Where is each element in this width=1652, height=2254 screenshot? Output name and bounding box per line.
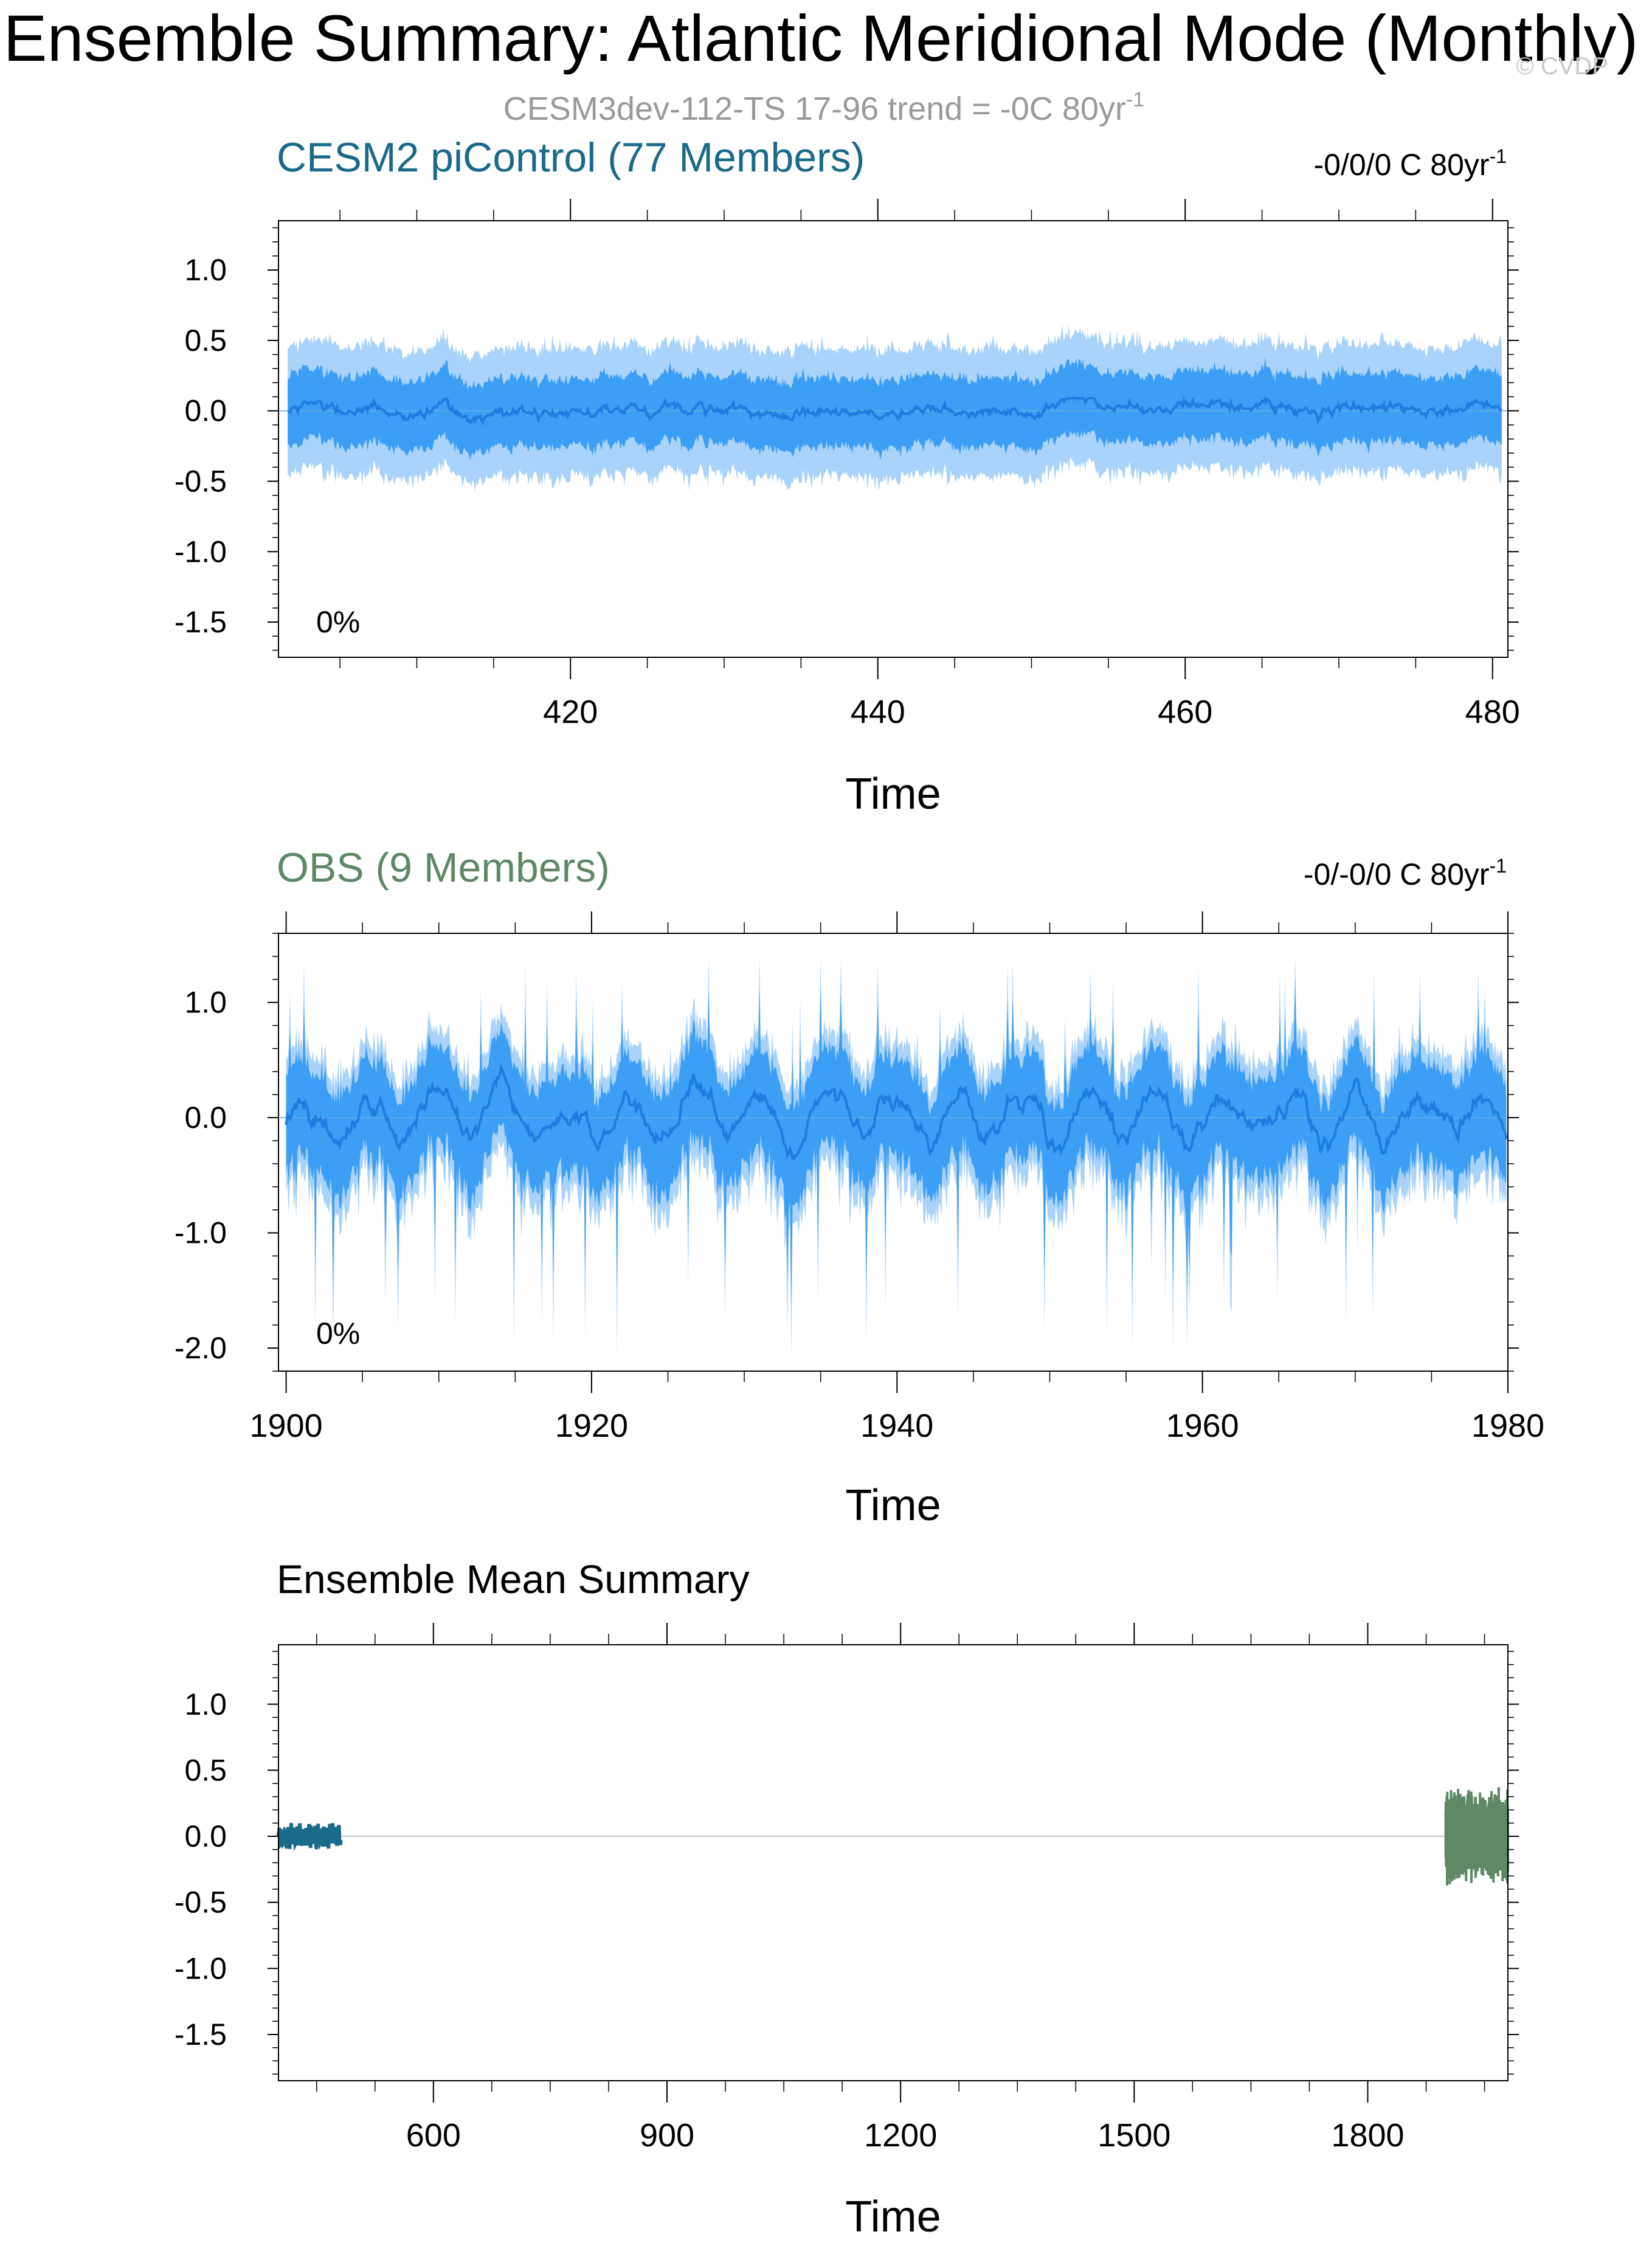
panel-obs-xtick-label: 1940: [860, 1408, 933, 1444]
panel-obs: OBS (9 Members) -0/-0/0 C 80yr-1 1.0 0.0 -…: [175, 845, 1544, 1530]
panel-cesm-xtick-label: 440: [851, 694, 905, 730]
obs-outer-band: [286, 956, 1507, 1360]
panel-mean-ytick-label: 1.0: [184, 1687, 227, 1721]
figure-title: Ensemble Summary: Atlantic Meridional Mo…: [3, 1, 1638, 75]
panel-mean-title: Ensemble Mean Summary: [277, 1557, 750, 1602]
obs-inner-band: [286, 979, 1507, 1305]
panel-mean-xtick-label: 1500: [1097, 2117, 1170, 2154]
panel-cesm-ytick-label: -0.5: [175, 464, 227, 498]
panel-obs-axes: 1.0 0.0 -1.0 -2.0 1900 1920 1940 1960 1980: [175, 911, 1544, 1444]
panel-cesm-trend-sup: -1: [1490, 145, 1507, 167]
cesm-ensemble-mean: [287, 395, 1502, 426]
cesm-inner-band: [288, 357, 1502, 460]
panel-cesm-xtick-label: 460: [1158, 694, 1212, 730]
panel-obs-xtick-label: 1980: [1471, 1408, 1544, 1444]
panel-obs-data: [278, 956, 1508, 1360]
cesm-mean-line: [277, 1823, 343, 1851]
panel-obs-xtick-label: 1900: [249, 1408, 322, 1444]
panel-cesm-ytick-label: -1.5: [175, 605, 227, 639]
panel-mean-ytick-label: -0.5: [175, 1886, 227, 1920]
panel-obs-title: OBS (9 Members): [277, 845, 610, 891]
panel-mean-xtick-label: 1200: [864, 2117, 937, 2154]
panel-obs-ytick-label: 0.0: [184, 1101, 227, 1135]
panel-obs-xlabel: Time: [845, 1481, 941, 1530]
panel-obs-trend: -0/-0/0 C 80yr-1: [1304, 855, 1507, 891]
panel-obs-ytick-label: -2.0: [175, 1331, 227, 1365]
panel-cesm-title: CESM2 piControl (77 Members): [277, 134, 865, 181]
panel-cesm-ytick-label: 1.0: [184, 253, 227, 287]
panel-mean-ytick-label: 0.0: [184, 1819, 227, 1853]
panel-cesm-xtick-label: 420: [543, 694, 598, 730]
panel-mean-xtick-label: 600: [406, 2117, 461, 2154]
panel-obs-ytick-label: -1.0: [175, 1216, 227, 1250]
panel-cesm-xtick-label: 480: [1465, 694, 1520, 730]
obs-mean-line: [1444, 1787, 1509, 1886]
panel-cesm-ytick-label: -1.0: [175, 534, 227, 569]
panel-obs-ytick-label: 1.0: [184, 986, 227, 1020]
panel-cesm-ytick-label: 0.5: [184, 323, 227, 358]
watermark: © CVDP: [1516, 53, 1608, 80]
panel-mean-xtick-label: 900: [640, 2117, 694, 2154]
panel-obs-trend-sup: -1: [1490, 855, 1507, 877]
panel-cesm-xlabel: Time: [845, 770, 941, 818]
panel-cesm-axes: 1.0 0.5 0.0 -0.5 -1.0 -1.5 420 440 460 480: [175, 199, 1520, 730]
panel-cesm-data: [278, 325, 1508, 492]
panel-mean-ytick-label: -1.5: [175, 2017, 227, 2052]
panel-obs-frame: [278, 933, 1509, 1372]
panel-obs-trend-text: -0/-0/0 C 80yr: [1304, 857, 1490, 891]
subtitle-text: CESM3dev-112-TS 17-96 trend = -0C 80yr: [503, 91, 1126, 127]
panel-obs-percent: 0%: [316, 1316, 360, 1350]
panel-cesm: CESM2 piControl (77 Members) -0/0/0 C 80…: [175, 134, 1520, 818]
panel-mean: Ensemble Mean Summary 1.0 0.5 0.0 -0.5 -1.0 -…: [175, 1557, 1519, 2241]
panel-mean-xtick-label: 1800: [1331, 2117, 1404, 2154]
panel-cesm-trend-text: -0/0/0 C 80yr: [1314, 148, 1490, 182]
panel-mean-data: [277, 1787, 1509, 1886]
panel-cesm-percent: 0%: [316, 605, 360, 639]
panel-obs-xtick-label: 1920: [555, 1408, 628, 1444]
panel-mean-frame: [278, 1644, 1509, 2081]
obs-ensemble-mean: [285, 1063, 1508, 1161]
panel-mean-ytick-label: -1.0: [175, 1951, 227, 1985]
panel-obs-xtick-label: 1960: [1166, 1408, 1239, 1444]
panel-mean-xlabel: Time: [845, 2193, 941, 2241]
subtitle-sup: -1: [1126, 88, 1144, 111]
panel-cesm-trend: -0/0/0 C 80yr-1: [1314, 145, 1507, 182]
panel-mean-axes: 1.0 0.5 0.0 -0.5 -1.0 -1.5 600 900 1200 1500 1800: [175, 1623, 1519, 2154]
figure-subtitle: CESM3dev-112-TS 17-96 trend = -0C 80yr-1: [503, 88, 1144, 127]
panel-mean-ytick-label: 0.5: [184, 1753, 227, 1787]
panel-cesm-ytick-label: 0.0: [184, 394, 227, 428]
